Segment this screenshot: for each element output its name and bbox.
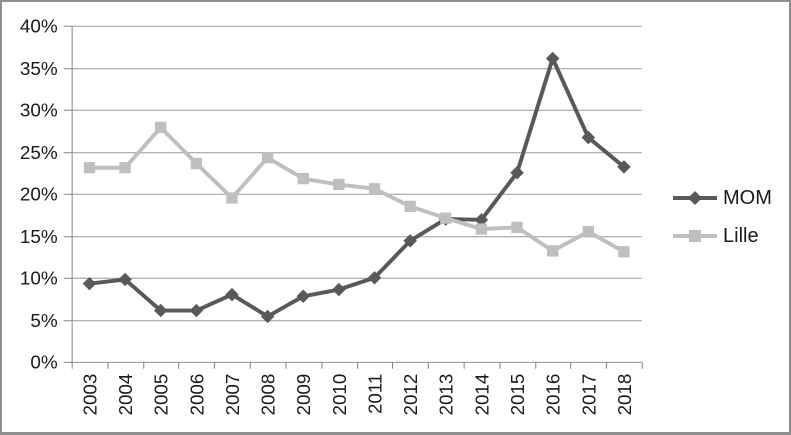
x-tick-label: 2012	[400, 374, 421, 416]
x-tick-label: 2004	[115, 374, 136, 416]
x-tick-label: 2013	[436, 374, 457, 416]
data-point-marker	[155, 121, 167, 134]
data-point-marker	[118, 272, 132, 287]
x-tick-label: 2005	[151, 374, 172, 416]
data-point-marker	[618, 246, 630, 258]
y-tick-label: 20%	[20, 184, 58, 205]
y-tick-label: 40%	[20, 16, 58, 37]
data-point-marker	[82, 276, 97, 291]
data-point-marker	[332, 282, 346, 297]
data-point-marker	[83, 162, 96, 174]
data-point-marker	[617, 160, 631, 174]
data-point-marker	[546, 245, 559, 257]
data-point-marker	[581, 130, 596, 145]
series-line	[89, 56, 626, 319]
x-tick-label: 2009	[293, 374, 314, 416]
data-point-marker	[511, 221, 523, 234]
data-point-marker	[189, 303, 204, 318]
y-tick-label: 15%	[20, 226, 58, 247]
data-point-marker	[333, 178, 345, 191]
data-point-marker	[367, 271, 382, 285]
y-tick-label: 30%	[20, 100, 58, 121]
x-tick-label: 2003	[79, 374, 100, 416]
data-point-marker	[474, 213, 489, 227]
axes	[63, 25, 643, 369]
data-point-marker	[225, 287, 239, 302]
data-point-marker	[260, 309, 275, 324]
series-line	[89, 125, 625, 254]
gridlines	[71, 25, 642, 322]
data-point-marker	[261, 152, 274, 164]
data-point-marker	[190, 157, 203, 170]
chart-legend: MOM Lille	[672, 187, 772, 247]
data-point-marker	[226, 192, 238, 204]
data-point-marker	[545, 51, 560, 66]
data-point-marker	[582, 225, 594, 238]
y-tick-label: 5%	[30, 310, 58, 331]
x-tick-label: 2015	[507, 374, 528, 416]
x-tick-label: 2017	[578, 374, 599, 416]
x-axis-labels: 2003 2004 2005 2006 2007 2008 2009 2010 2011 2012…	[79, 374, 635, 416]
y-axis-labels: 0% 5% 10% 15% 20% 25% 30% 35% 40%	[20, 16, 58, 373]
data-point-marker	[475, 223, 488, 235]
legend-item-mom: MOM	[672, 187, 772, 209]
data-point-marker	[297, 173, 309, 185]
series-lille	[83, 121, 630, 258]
x-tick-label: 2010	[329, 374, 350, 416]
x-tick-label: 2016	[543, 374, 564, 416]
data-point-marker	[153, 303, 168, 318]
y-tick-label: 10%	[20, 268, 58, 289]
x-tick-label: 2014	[471, 374, 492, 416]
data-point-marker	[296, 289, 311, 303]
lille-series-swatch-icon	[673, 230, 717, 242]
data-point-marker	[404, 200, 416, 213]
data-point-marker	[119, 162, 131, 174]
legend-label-mom: MOM	[723, 187, 772, 209]
x-tick-label: 2018	[614, 374, 635, 416]
legend-item-lille: Lille	[672, 225, 772, 247]
y-tick-label: 25%	[20, 142, 58, 163]
legend-label-lille: Lille	[723, 225, 759, 247]
data-point-marker	[440, 212, 452, 224]
data-point-marker	[403, 234, 417, 248]
x-tick-label: 2011	[364, 374, 385, 414]
y-tick-label: 35%	[20, 58, 58, 79]
mom-series-swatch-icon	[673, 191, 717, 205]
x-tick-label: 2006	[186, 374, 207, 416]
y-tick-label: 0%	[30, 352, 58, 373]
x-tick-label: 2007	[222, 374, 243, 416]
data-point-marker	[368, 183, 381, 195]
x-tick-label: 2008	[258, 374, 279, 416]
